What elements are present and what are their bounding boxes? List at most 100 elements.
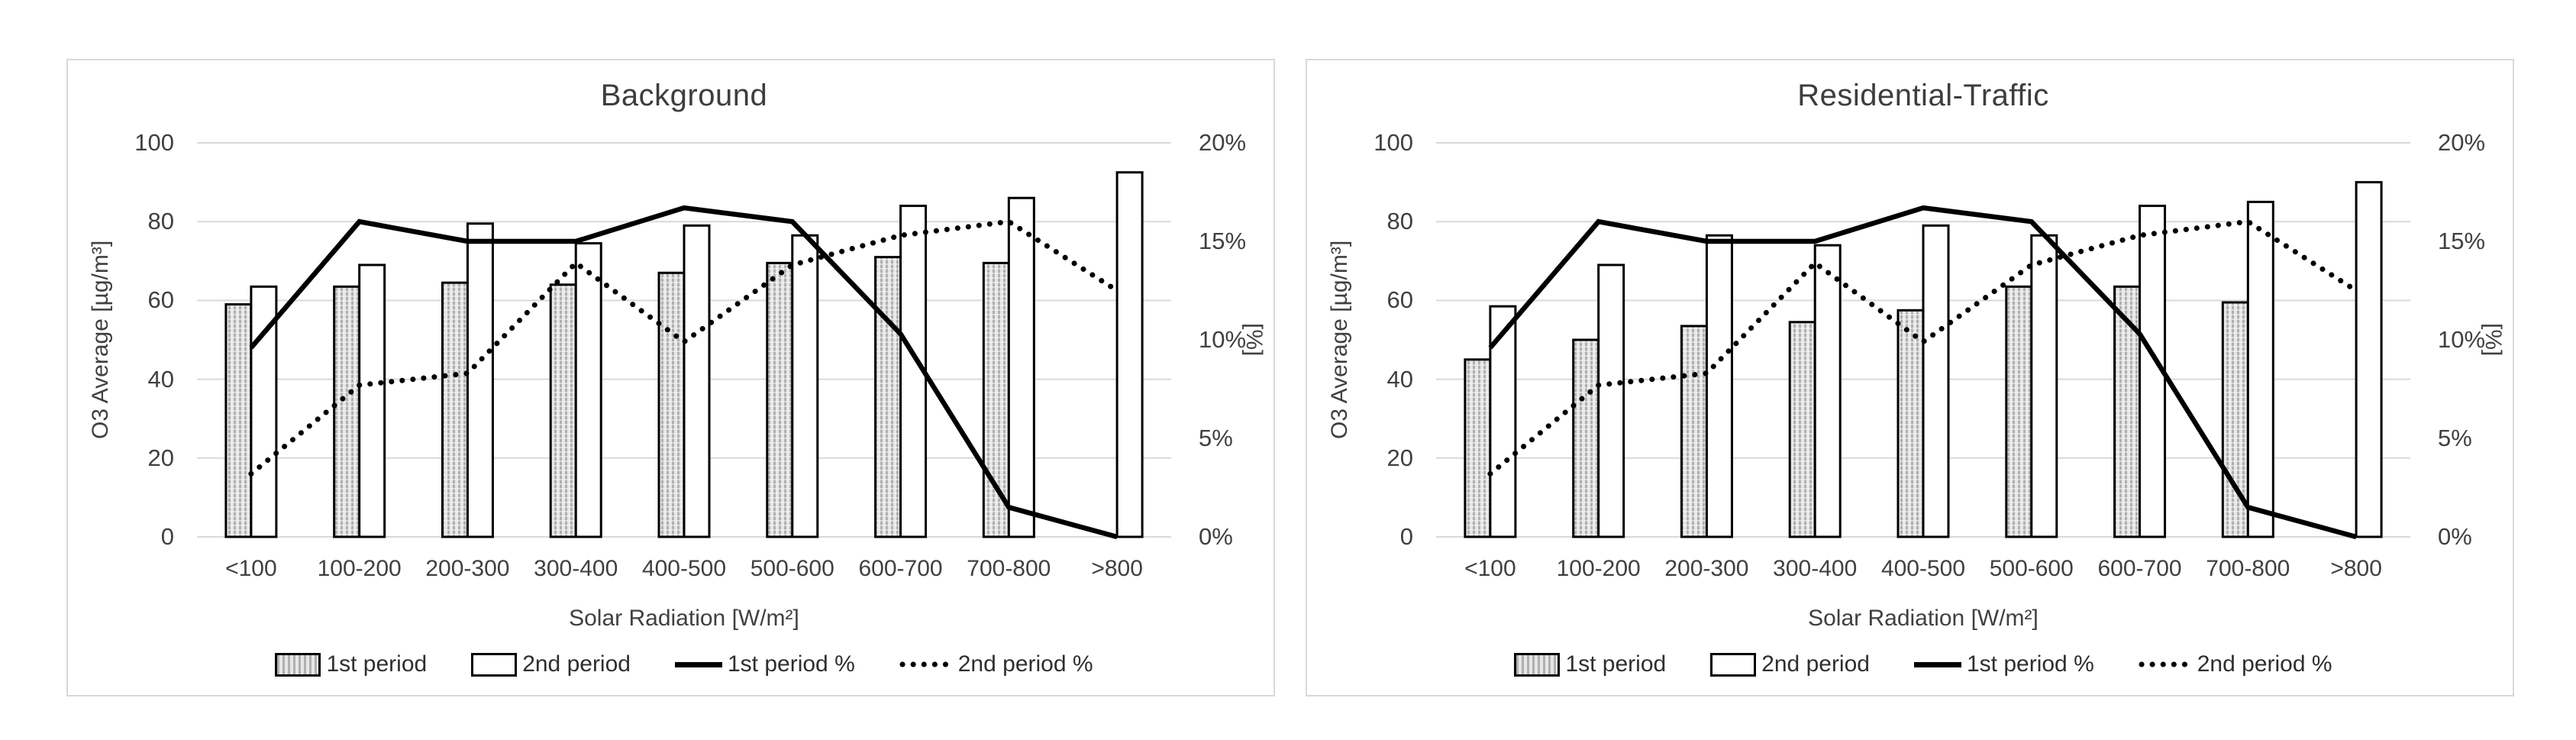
bar-2nd-period [1597, 263, 1625, 538]
legend-swatch-hatched-icon [1514, 652, 1561, 677]
legend-item: 2nd period % [899, 651, 1093, 677]
legend-dotted-line-icon [899, 661, 953, 667]
plot-area [197, 142, 1171, 540]
y-axis-tick-label: 20 [147, 444, 174, 471]
x-axis-tick-label: 600-700 [2097, 556, 2182, 581]
legend-label: 2nd period [1761, 651, 1870, 677]
bar-2nd-period [1007, 196, 1035, 538]
bar-1st-period [766, 261, 794, 538]
y-axis-tick-label: 80 [147, 208, 174, 235]
bar-1st-period [1680, 325, 1708, 538]
x-axis-tick-label: 600-700 [858, 556, 943, 581]
bar-2nd-period [683, 224, 711, 538]
y2-axis-tick-label: 5% [1199, 425, 1233, 451]
line-2nd-period-pct [1487, 218, 2359, 477]
x-axis-tick-label: 100-200 [1556, 556, 1641, 581]
legend-solid-line-icon [674, 661, 722, 667]
bar-1st-period [1464, 358, 1492, 538]
x-axis-tick-label: 500-600 [750, 556, 834, 581]
legend-swatch-hatched-icon [275, 652, 321, 677]
legend-label: 1st period [326, 651, 428, 677]
plot-area [1436, 142, 2410, 540]
y2-axis-title: [%] [2481, 323, 2506, 357]
x-axis-tick-label: 300-400 [1773, 556, 1858, 581]
y-axis-tick-label: 80 [1386, 208, 1413, 235]
y-axis-tick-label: 60 [147, 286, 174, 314]
bar-1st-period [1572, 338, 1600, 538]
y2-axis-tick-label: 0% [1199, 523, 1233, 550]
x-axis-tick-label: 300-400 [534, 556, 618, 581]
y2-axis-tick-label: 10% [1199, 326, 1247, 353]
bar-1st-period [657, 271, 686, 538]
y2-axis-tick-label: 0% [2438, 523, 2472, 550]
y-axis-tick-label: 20 [1386, 444, 1413, 471]
bar-1st-period [2113, 285, 2142, 538]
y-axis-title: O3 Average [µg/m³] [88, 240, 113, 440]
legend-item: 2nd period % [2139, 651, 2332, 677]
y2-axis-tick-label: 5% [2438, 425, 2472, 451]
bar-1st-period [224, 303, 253, 538]
legend-item: 1st period [1514, 651, 1666, 677]
line-1st-period-pct [249, 205, 1118, 540]
legend-label: 2nd period [522, 651, 631, 677]
y-axis-tick-label: 0 [1399, 523, 1413, 550]
y-axis-tick-label: 0 [160, 523, 174, 550]
legend-label: 1st period [1565, 651, 1667, 677]
bar-2nd-period [250, 285, 278, 538]
chart-panel-background: Background O3 Average [µg/m³] [%] Solar … [66, 59, 1275, 696]
x-axis-tick-label: 700-800 [2206, 556, 2290, 581]
x-axis-title: Solar Radiation [W/m²] [569, 606, 799, 631]
legend-item: 1st period % [1913, 651, 2094, 677]
line-2nd-period-pct [248, 218, 1120, 477]
legend: 1st period 2nd period 1st period % 2nd peri… [1436, 647, 2410, 682]
legend-item: 1st period % [674, 651, 855, 677]
x-axis-tick-label: <100 [1464, 556, 1516, 581]
y-axis-title: O3 Average [µg/m³] [1327, 240, 1352, 440]
x-axis-tick-label: >800 [1091, 556, 1143, 581]
x-axis-tick-label: 500-600 [1989, 556, 2074, 581]
bar-1st-period [2005, 285, 2033, 538]
bar-2nd-period [1922, 224, 1950, 538]
x-axis-tick-label: <100 [225, 556, 277, 581]
bar-1st-period [333, 285, 361, 538]
chart-title: Background [600, 79, 768, 112]
x-axis-tick-label: >800 [2330, 556, 2382, 581]
bar-1st-period [1788, 321, 1816, 538]
y-axis-tick-label: 60 [1386, 286, 1413, 314]
y-axis-tick-label: 100 [134, 129, 174, 156]
legend-swatch-white-icon [1710, 652, 1757, 677]
bar-2nd-period [466, 222, 494, 538]
x-axis-tick-label: 400-500 [1880, 556, 1966, 581]
bar-2nd-period [1705, 234, 1733, 538]
bar-2nd-period [2246, 200, 2274, 538]
legend-label: 1st period % [727, 651, 855, 677]
bar-2nd-period [1813, 244, 1842, 538]
bar-1st-period [1896, 309, 1925, 538]
bar-2nd-period [2030, 234, 2058, 538]
y2-axis-tick-label: 15% [2438, 228, 2486, 254]
x-axis-tick-label: 700-800 [967, 556, 1051, 581]
legend-swatch-white-icon [471, 652, 518, 677]
y-axis-tick-label: 40 [1386, 365, 1413, 393]
bar-2nd-period [358, 263, 386, 538]
legend-solid-line-icon [1913, 661, 1961, 667]
bar-2nd-period [2355, 181, 2383, 538]
x-axis-tick-label: 200-300 [425, 556, 510, 581]
legend-item: 2nd period [1710, 651, 1870, 677]
x-axis-title: Solar Radiation [W/m²] [1808, 606, 2039, 631]
legend-item: 1st period [275, 651, 427, 677]
y2-axis-title: [%] [1241, 323, 1267, 357]
chart-panel-residential-traffic: Residential-Traffic O3 Average [µg/m³] [… [1306, 59, 2514, 696]
bar-1st-period [874, 256, 902, 538]
bar-1st-period [549, 283, 577, 538]
legend-label: 1st period % [1966, 651, 2094, 677]
y2-axis-tick-label: 15% [1199, 228, 1247, 254]
legend-label: 2nd period % [2197, 651, 2332, 677]
bar-2nd-period [791, 234, 819, 538]
bar-1st-period [441, 281, 469, 538]
legend-item: 2nd period [471, 651, 631, 677]
line-1st-period-pct [1488, 205, 2357, 540]
y-axis-tick-label: 40 [147, 365, 174, 393]
chart-title: Residential-Traffic [1797, 79, 2049, 112]
